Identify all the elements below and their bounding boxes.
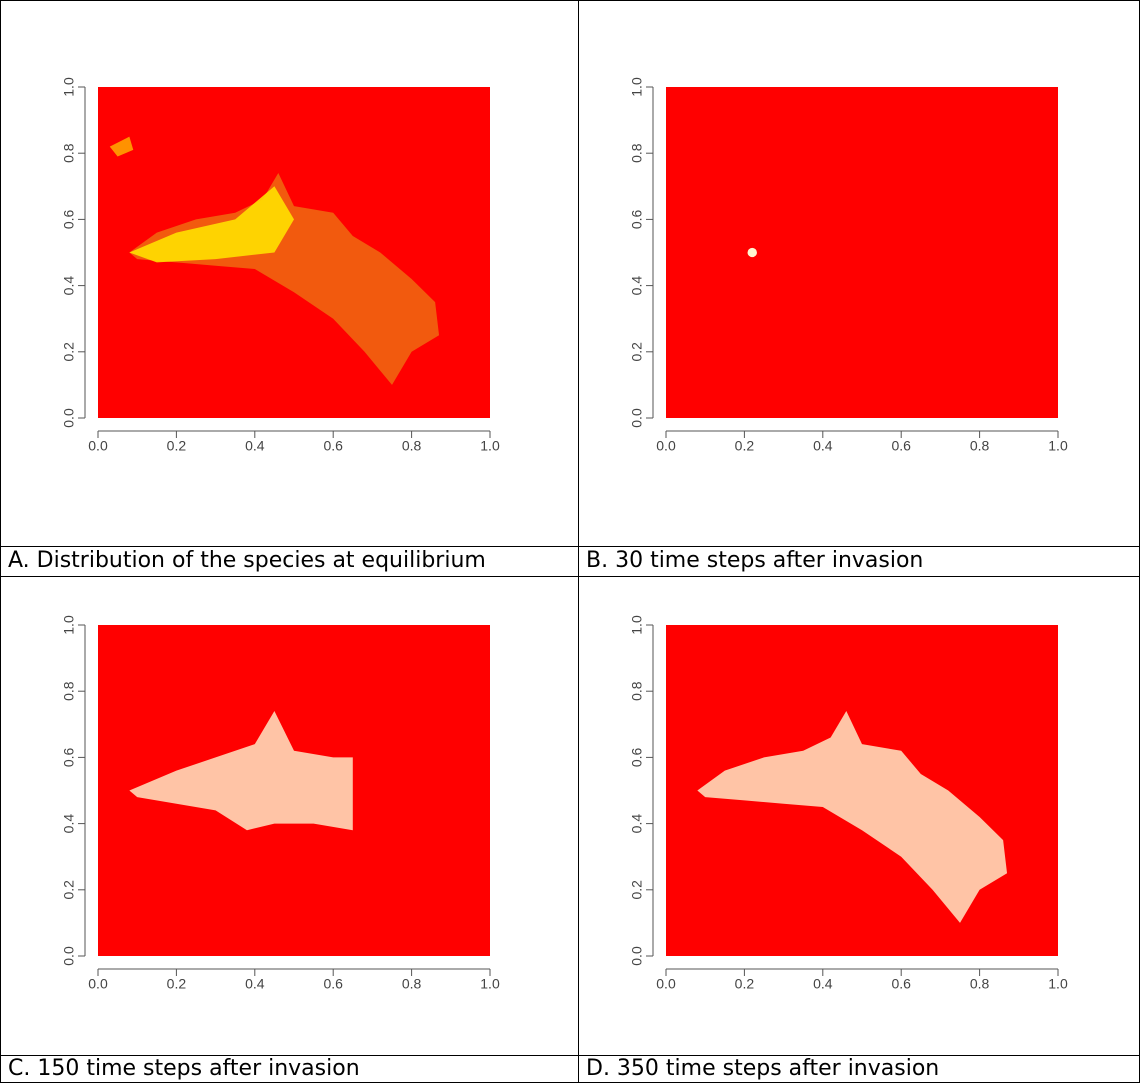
y-tick-label: 0.0 bbox=[61, 408, 77, 428]
raster-map bbox=[666, 87, 1058, 418]
y-tick-label: 0.2 bbox=[61, 342, 77, 362]
y-tick-label: 0.6 bbox=[629, 209, 645, 229]
x-tick-label: 0.8 bbox=[970, 976, 990, 992]
y-tick-label: 0.0 bbox=[61, 946, 77, 966]
y-tick-label: 1.0 bbox=[629, 77, 645, 97]
x-tick-label: 0.0 bbox=[88, 438, 108, 454]
x-tick-label: 0.2 bbox=[735, 438, 755, 454]
x-tick-label: 0.0 bbox=[656, 438, 676, 454]
density-patch bbox=[129, 186, 294, 263]
y-tick-label: 0.8 bbox=[61, 681, 77, 701]
panel-caption: B. 30 time steps after invasion bbox=[586, 548, 923, 573]
y-tick-label: 1.0 bbox=[629, 615, 645, 635]
x-tick-label: 1.0 bbox=[1048, 976, 1068, 992]
y-tick-label: 0.4 bbox=[61, 276, 77, 296]
density-patch bbox=[109, 136, 134, 157]
y-tick-label: 0.0 bbox=[629, 408, 645, 428]
x-tick-label: 0.6 bbox=[891, 438, 911, 454]
y-tick-label: 0.6 bbox=[61, 209, 77, 229]
y-tick-label: 0.2 bbox=[61, 880, 77, 900]
x-tick-label: 0.8 bbox=[402, 438, 422, 454]
x-tick-label: 1.0 bbox=[480, 438, 500, 454]
raster-map bbox=[98, 625, 490, 956]
y-tick-label: 0.6 bbox=[629, 747, 645, 767]
y-tick-label: 0.8 bbox=[61, 143, 77, 163]
x-tick-label: 0.2 bbox=[167, 976, 187, 992]
y-tick-label: 0.6 bbox=[61, 747, 77, 767]
x-tick-label: 0.6 bbox=[323, 438, 343, 454]
raster-map bbox=[666, 625, 1058, 956]
raster-map bbox=[98, 87, 490, 418]
y-tick-label: 1.0 bbox=[61, 77, 77, 97]
x-tick-label: 0.4 bbox=[245, 438, 265, 454]
invasion-front bbox=[129, 711, 353, 831]
y-tick-label: 0.8 bbox=[629, 681, 645, 701]
y-tick-label: 1.0 bbox=[61, 615, 77, 635]
x-tick-label: 0.8 bbox=[402, 976, 422, 992]
panel-caption: D. 350 time steps after invasion bbox=[586, 1056, 939, 1081]
panel-caption: C. 150 time steps after invasion bbox=[8, 1056, 360, 1081]
x-tick-label: 0.6 bbox=[891, 976, 911, 992]
x-tick-label: 0.2 bbox=[735, 976, 755, 992]
x-tick-label: 1.0 bbox=[480, 976, 500, 992]
x-tick-label: 1.0 bbox=[1048, 438, 1068, 454]
y-tick-label: 0.4 bbox=[61, 814, 77, 834]
y-tick-label: 0.4 bbox=[629, 814, 645, 834]
invasion-front bbox=[747, 247, 757, 258]
y-tick-label: 0.8 bbox=[629, 143, 645, 163]
invasion-front bbox=[697, 711, 1008, 923]
x-tick-label: 0.8 bbox=[970, 438, 990, 454]
y-tick-label: 0.2 bbox=[629, 342, 645, 362]
x-tick-label: 0.6 bbox=[323, 976, 343, 992]
x-tick-label: 0.4 bbox=[813, 976, 833, 992]
y-tick-label: 0.0 bbox=[629, 946, 645, 966]
x-tick-label: 0.0 bbox=[656, 976, 676, 992]
x-tick-label: 0.4 bbox=[245, 976, 265, 992]
x-tick-label: 0.2 bbox=[167, 438, 187, 454]
y-tick-label: 0.2 bbox=[629, 880, 645, 900]
x-tick-label: 0.0 bbox=[88, 976, 108, 992]
plot-background bbox=[666, 87, 1058, 418]
panel-caption: A. Distribution of the species at equili… bbox=[8, 548, 486, 573]
y-tick-label: 0.4 bbox=[629, 276, 645, 296]
x-tick-label: 0.4 bbox=[813, 438, 833, 454]
